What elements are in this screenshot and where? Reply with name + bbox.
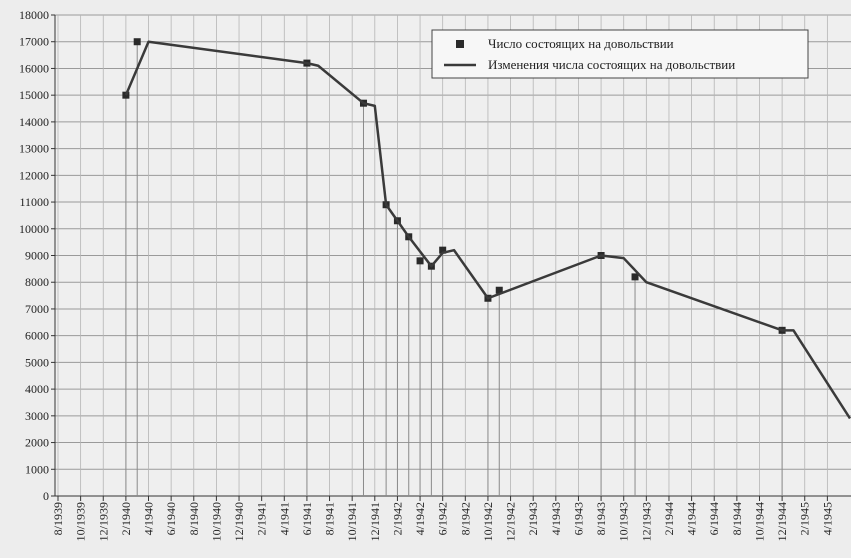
y-tick-label: 17000 [19,35,49,49]
y-tick-label: 10000 [19,222,49,236]
x-tick-label: 2/1944 [662,502,676,535]
y-tick-label: 16000 [19,61,49,75]
legend-marker [456,40,464,48]
x-tick-label: 6/1942 [436,502,450,535]
y-tick-label: 8000 [25,275,49,289]
y-tick-label: 6000 [25,329,49,343]
x-tick-label: 10/1940 [209,502,223,541]
y-tick-label: 3000 [25,409,49,423]
x-tick-label: 12/1942 [504,502,518,541]
y-tick-label: 5000 [25,355,49,369]
y-tick-label: 15000 [19,88,49,102]
x-tick-label: 6/1943 [571,502,585,535]
x-tick-label: 8/1940 [187,502,201,535]
y-tick-label: 12000 [19,168,49,182]
y-tick-label: 11000 [19,195,49,209]
y-tick-label: 4000 [25,382,49,396]
point [416,257,424,265]
x-tick-label: 4/1944 [685,502,699,535]
y-tick-label: 7000 [25,302,49,316]
x-tick-label: 10/1939 [74,502,88,541]
y-tick-label: 13000 [19,142,49,156]
x-tick-label: 10/1941 [345,502,359,541]
point [133,38,141,46]
y-tick-label: 18000 [19,8,49,22]
y-tick-label: 0 [43,489,49,503]
legend-box [431,29,809,79]
x-tick-label: 2/1945 [798,502,812,535]
x-tick-label: 8/1941 [323,502,337,535]
series-line [124,40,851,420]
x-tick-label: 12/1941 [368,502,382,541]
x-tick-label: 8/1939 [51,502,65,535]
x-tick-label: 2/1942 [390,502,404,535]
x-tick-label: 10/1942 [481,502,495,541]
x-tick-label: 2/1943 [526,502,540,535]
y-tick-label: 1000 [25,462,49,476]
x-tick-label: 12/1944 [775,502,789,541]
x-tick-label: 12/1940 [232,502,246,541]
y-tick-label: 14000 [19,115,49,129]
y-tick-label: 9000 [25,249,49,263]
x-tick-label: 10/1943 [617,502,631,541]
x-tick-label: 6/1944 [707,502,721,535]
x-tick-label: 4/1940 [142,502,156,535]
y-tick-label: 2000 [25,436,49,450]
x-tick-label: 10/1944 [752,502,766,541]
x-tick-label: 4/1942 [413,502,427,535]
x-tick-label: 2/1941 [255,502,269,535]
x-tick-label: 8/1943 [594,502,608,535]
x-tick-label: 6/1940 [164,502,178,535]
x-tick-label: 4/1941 [277,502,291,535]
point [631,273,639,281]
point [439,246,447,254]
x-tick-label: 4/1943 [549,502,563,535]
x-tick-label: 2/1940 [119,502,133,535]
x-tick-label: 12/1943 [639,502,653,541]
x-tick-label: 6/1941 [300,502,314,535]
x-tick-label: 8/1942 [458,502,472,535]
x-tick-label: 8/1944 [730,502,744,535]
x-tick-label: 12/1939 [96,502,110,541]
x-tick-label: 4/1945 [820,502,834,535]
legend-label: Число состоящих на довольствии [488,36,674,51]
legend-label: Изменения числа состоящих на довольствии [488,57,735,72]
point [495,286,503,294]
